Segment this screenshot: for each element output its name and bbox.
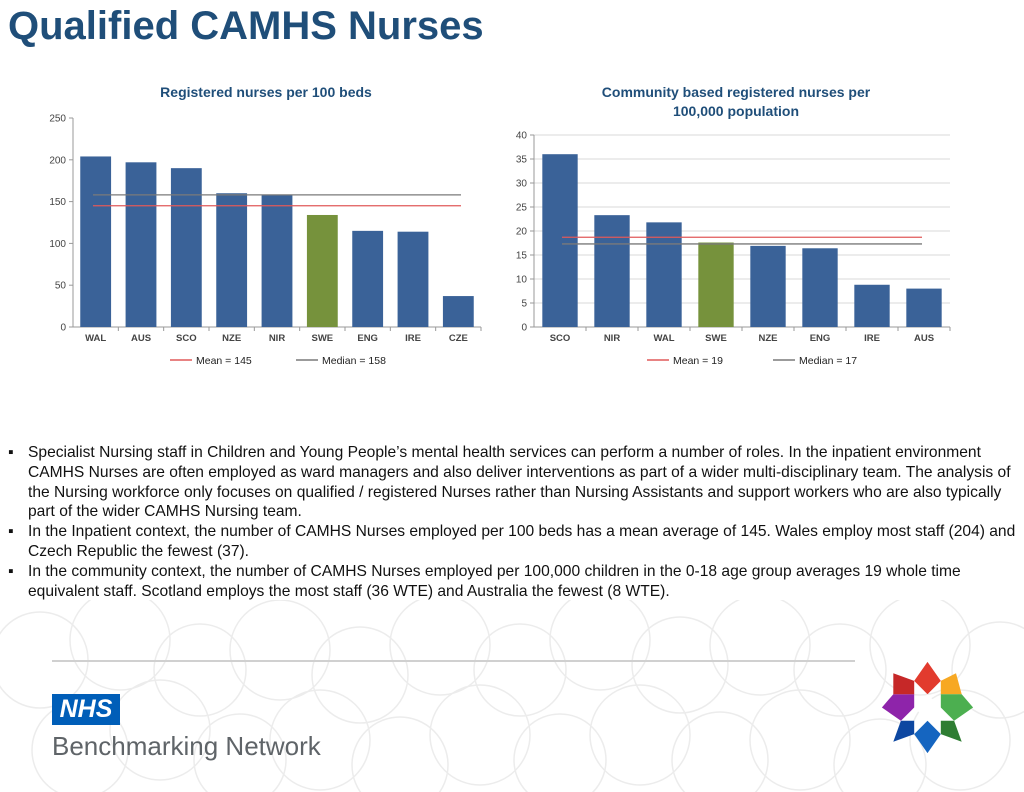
legend-label: Median = 17 (799, 355, 857, 367)
bar-nze (750, 245, 786, 327)
x-tick-label: SCO (176, 333, 197, 344)
bar-eng (802, 248, 838, 327)
bar-wal (80, 156, 112, 327)
bar-nze (216, 193, 248, 327)
x-tick-label: NZE (759, 333, 778, 344)
bar-swe (306, 214, 338, 327)
y-tick-label: 150 (49, 197, 66, 208)
bullet-item: ▪ In the Inpatient context, the number o… (8, 522, 1020, 562)
background-circle-pattern (0, 600, 1024, 792)
bar-nir (594, 215, 630, 327)
y-tick-label: 15 (516, 251, 528, 262)
bar-sco (170, 168, 202, 327)
legend-label: Mean = 145 (196, 355, 252, 367)
footer-divider (52, 660, 855, 662)
x-tick-label: NIR (269, 333, 286, 344)
bar-ire (397, 231, 429, 327)
legend-label: Median = 158 (322, 355, 386, 367)
bullet-list: ▪ Specialist Nursing staff in Children a… (8, 443, 1020, 601)
bullet-text: Specialist Nursing staff in Children and… (28, 444, 1011, 521)
bar-aus (125, 162, 157, 327)
x-tick-label: NZE (222, 333, 241, 344)
x-tick-label: SCO (550, 333, 571, 344)
page-title: Qualified CAMHS Nurses (8, 4, 484, 48)
bullet-item: ▪ Specialist Nursing staff in Children a… (8, 443, 1020, 522)
x-tick-label: WAL (653, 333, 674, 344)
community-nurses-chart: Community based registered nurses per100… (516, 84, 951, 367)
chart-title: 100,000 population (673, 103, 799, 119)
x-tick-label: SWE (312, 333, 334, 344)
x-tick-label: ENG (810, 333, 831, 344)
x-tick-label: SWE (705, 333, 727, 344)
bar-wal (646, 222, 682, 327)
nhs-logo: NHS (52, 694, 120, 725)
y-tick-label: 100 (49, 239, 66, 250)
bar-nir (261, 194, 293, 327)
x-tick-label: CZE (449, 333, 468, 344)
y-tick-label: 250 (49, 114, 66, 125)
bar-eng (352, 230, 384, 327)
x-tick-label: AUS (914, 333, 934, 344)
bar-swe (698, 242, 734, 327)
network-name: Benchmarking Network (52, 731, 321, 761)
bullet-mark: ▪ (8, 562, 14, 580)
y-tick-label: 5 (521, 299, 527, 310)
bullet-text: In the Inpatient context, the number of … (28, 523, 1016, 560)
y-tick-label: 10 (516, 275, 528, 286)
bar-sco (542, 154, 578, 327)
chart-title: Registered nurses per 100 beds (160, 84, 372, 100)
x-tick-label: AUS (131, 333, 151, 344)
bar-aus (906, 288, 942, 327)
inpatient-nurses-chart: Registered nurses per 100 beds 0 50 100 150 2… (49, 84, 482, 367)
bullet-item: ▪ In the community context, the number o… (8, 562, 1020, 602)
y-tick-label: 20 (516, 227, 528, 238)
y-tick-label: 40 (516, 131, 528, 142)
x-tick-label: NIR (604, 333, 621, 344)
legend-label: Mean = 19 (673, 355, 723, 367)
bar-cze (442, 296, 474, 327)
bar-ire (854, 284, 890, 327)
y-tick-label: 0 (521, 323, 527, 334)
benchmarking-emblem-icon (881, 661, 974, 754)
bullet-mark: ▪ (8, 523, 14, 541)
x-tick-label: IRE (405, 333, 421, 344)
x-tick-label: WAL (85, 333, 106, 344)
bullet-text: In the community context, the number of … (28, 562, 961, 600)
x-tick-label: IRE (864, 333, 880, 344)
chart-title: Community based registered nurses per (602, 84, 871, 100)
y-tick-label: 0 (60, 323, 66, 334)
y-tick-label: 35 (516, 155, 528, 166)
y-tick-label: 30 (516, 179, 528, 190)
bullet-mark: ▪ (8, 444, 14, 461)
y-tick-label: 200 (49, 155, 66, 166)
x-tick-label: ENG (357, 333, 378, 344)
y-tick-label: 50 (55, 281, 67, 292)
y-tick-label: 25 (516, 203, 528, 214)
